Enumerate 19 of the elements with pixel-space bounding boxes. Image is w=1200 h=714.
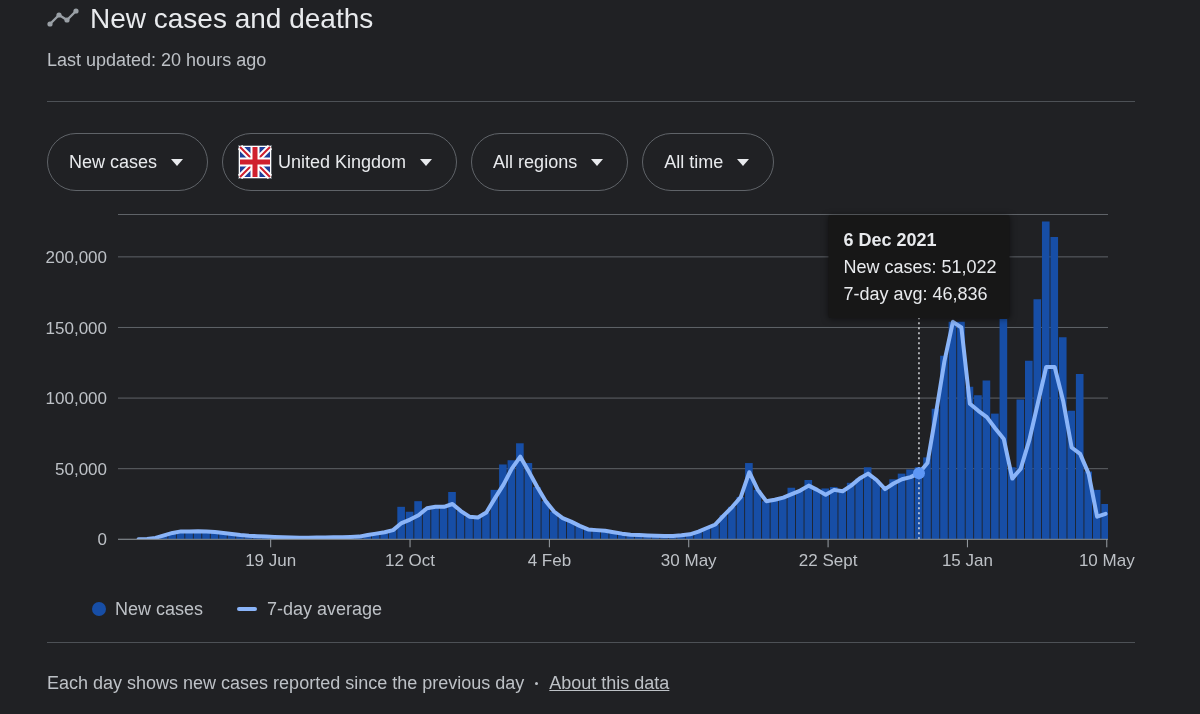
legend-label: 7-day average [267,598,383,621]
y-tick-label: 100,000 [45,389,107,409]
text: About this data [549,672,670,695]
x-tick-label: 22 Sept [798,551,858,571]
text: Each day shows new cases reported since the previous day [47,672,525,695]
x-tick-label: 15 Jan [941,551,993,571]
annotation: 6 Dec 2021 New cases: 51,022 7-day avg: 46,836 [843,229,997,306]
y-tick-label: 0 [97,530,107,550]
x-tick-label: 4 Feb [527,551,572,571]
x-tick-label: 19 Jun [245,551,297,571]
x-tick-label: 10 May [1078,551,1136,571]
y-tick-label: 150,000 [45,318,107,338]
legend-label: New cases [115,598,204,621]
x-tick-label: 12 Oct [384,551,436,571]
y-tick-label: 50,000 [55,459,107,479]
x-tick-label: 30 May [660,551,718,571]
chart-subtitle: Last updated: 20 hours ago [47,49,267,72]
y-tick-label: 200,000 [45,247,107,267]
chart-title: New cases and deaths [90,2,374,36]
